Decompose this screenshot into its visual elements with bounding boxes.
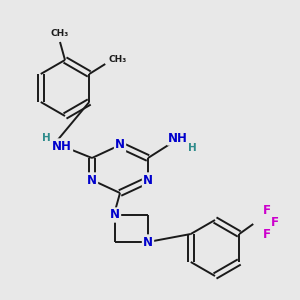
Text: F: F xyxy=(271,215,279,229)
Text: H: H xyxy=(188,143,196,153)
Text: CH₃: CH₃ xyxy=(108,56,126,64)
Text: H: H xyxy=(42,133,50,143)
Text: N: N xyxy=(110,208,120,221)
Text: CH₃: CH₃ xyxy=(51,29,69,38)
Text: NH: NH xyxy=(168,131,188,145)
Text: F: F xyxy=(263,227,271,241)
Text: N: N xyxy=(115,139,125,152)
Text: N: N xyxy=(87,173,97,187)
Text: F: F xyxy=(263,203,271,217)
Text: NH: NH xyxy=(52,140,72,152)
Text: N: N xyxy=(143,173,153,187)
Text: N: N xyxy=(143,236,153,248)
